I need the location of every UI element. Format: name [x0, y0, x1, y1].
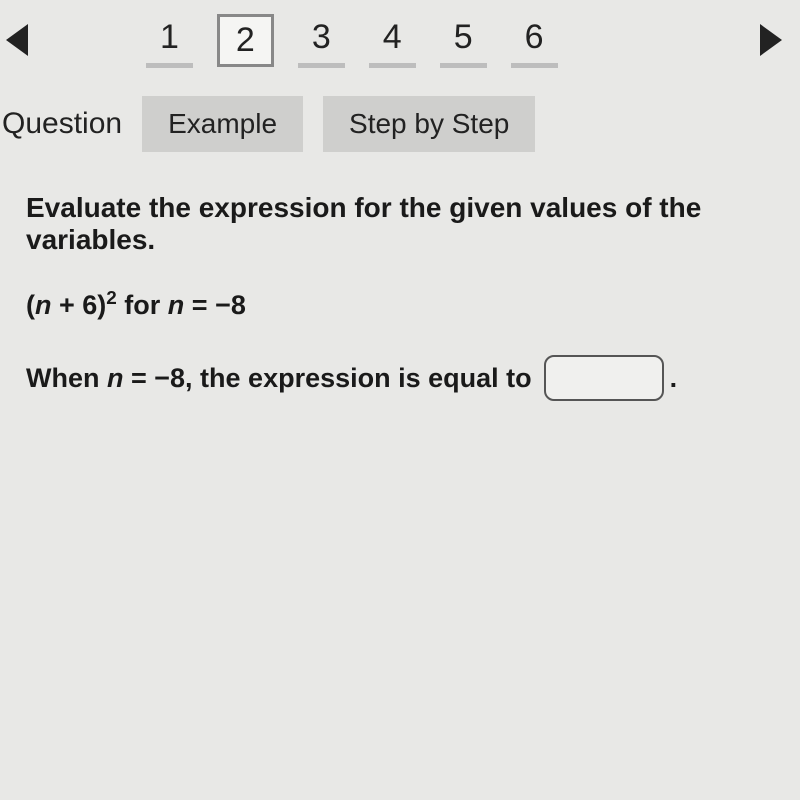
problem-content: Evaluate the expression for the given va…	[0, 152, 800, 401]
next-arrow-icon[interactable]	[760, 24, 782, 56]
answer-input[interactable]	[544, 355, 664, 401]
expr-exponent: 2	[106, 288, 117, 309]
question-tab-label: Question	[2, 107, 122, 141]
page-num-3[interactable]: 3	[298, 12, 345, 68]
answer-prefix: When	[26, 363, 107, 393]
page-num-6[interactable]: 6	[511, 12, 558, 68]
prev-arrow-icon[interactable]	[6, 24, 28, 56]
example-button[interactable]: Example	[142, 96, 303, 152]
page-num-4[interactable]: 4	[369, 12, 416, 68]
expr-cond-eq: = −8	[184, 290, 246, 320]
expr-plus6: + 6)	[52, 290, 107, 320]
expr-cond-var: n	[168, 290, 185, 320]
tab-bar: Question Example Step by Step	[0, 96, 800, 152]
answer-eq-text: = −8, the expression is equal to	[124, 363, 532, 393]
expr-for: for	[117, 290, 168, 320]
answer-line: When n = −8, the expression is equal to …	[26, 355, 780, 401]
expr-var-n: n	[35, 290, 52, 320]
page-number-list: 1 2 3 4 5 6	[146, 12, 558, 68]
expr-open: (	[26, 290, 35, 320]
page-num-2[interactable]: 2	[217, 14, 274, 67]
step-by-step-button[interactable]: Step by Step	[323, 96, 535, 152]
expression-text: (n + 6)2 for n = −8	[26, 288, 780, 321]
pagination-bar: 1 2 3 4 5 6	[0, 0, 800, 68]
answer-var: n	[107, 363, 124, 393]
page-num-1[interactable]: 1	[146, 12, 193, 68]
answer-period: .	[670, 363, 678, 394]
instruction-text: Evaluate the expression for the given va…	[26, 192, 780, 256]
page-num-5[interactable]: 5	[440, 12, 487, 68]
